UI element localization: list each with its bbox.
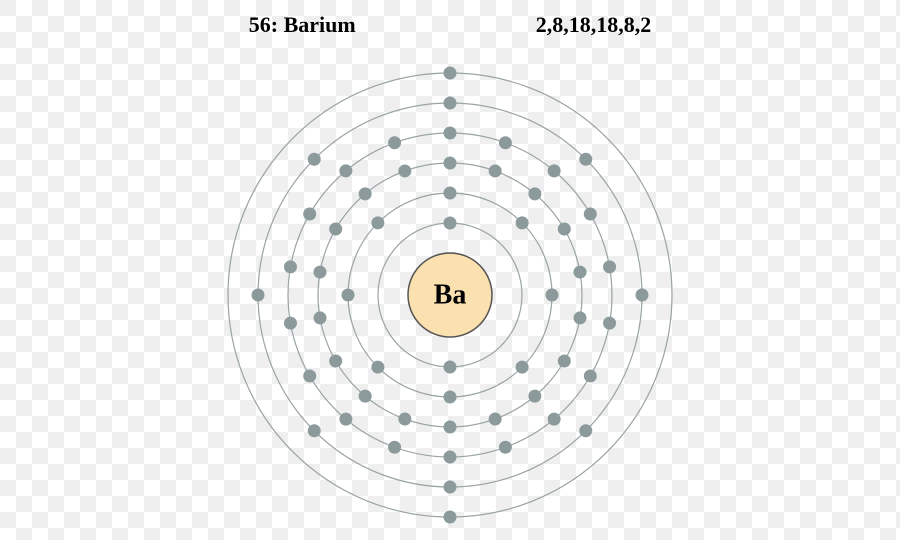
electron <box>389 441 401 453</box>
electron <box>284 317 296 329</box>
electron <box>372 361 384 373</box>
electron <box>444 421 456 433</box>
electron <box>584 208 596 220</box>
electron <box>489 413 501 425</box>
electron <box>308 425 320 437</box>
electron <box>444 97 456 109</box>
electron <box>444 391 456 403</box>
electron <box>548 165 560 177</box>
electron <box>548 413 560 425</box>
electron <box>529 390 541 402</box>
electron <box>359 390 371 402</box>
nucleus-symbol: Ba <box>434 280 467 311</box>
electron <box>444 187 456 199</box>
electron <box>546 289 558 301</box>
electron <box>330 355 342 367</box>
electron <box>499 137 511 149</box>
header: 56: Barium 2,8,18,18,8,2 <box>0 0 900 50</box>
electron <box>636 289 648 301</box>
electron <box>580 153 592 165</box>
electron <box>580 425 592 437</box>
electron <box>308 153 320 165</box>
bohr-diagram: Ba <box>0 0 900 540</box>
electron <box>604 317 616 329</box>
electron <box>372 217 384 229</box>
electron <box>314 312 326 324</box>
electron <box>444 511 456 523</box>
electron <box>330 223 342 235</box>
electron <box>342 289 354 301</box>
electron <box>558 223 570 235</box>
canvas: 56: Barium 2,8,18,18,8,2 Ba <box>0 0 900 540</box>
electron <box>489 165 501 177</box>
electron <box>399 165 411 177</box>
electron <box>304 370 316 382</box>
electron <box>444 157 456 169</box>
electron <box>529 188 541 200</box>
electron <box>584 370 596 382</box>
electron <box>252 289 264 301</box>
electron <box>444 67 456 79</box>
electron <box>389 137 401 149</box>
electron <box>340 165 352 177</box>
electron <box>574 266 586 278</box>
electron <box>359 188 371 200</box>
electron <box>604 261 616 273</box>
electron <box>558 355 570 367</box>
electron <box>499 441 511 453</box>
electron <box>574 312 586 324</box>
electron <box>314 266 326 278</box>
electron <box>399 413 411 425</box>
electron <box>304 208 316 220</box>
electron <box>516 361 528 373</box>
electron <box>340 413 352 425</box>
electron <box>516 217 528 229</box>
electron <box>444 217 456 229</box>
electron <box>444 361 456 373</box>
electron <box>444 451 456 463</box>
element-title: 56: Barium <box>249 12 356 38</box>
electron-config: 2,8,18,18,8,2 <box>536 12 652 38</box>
electron <box>444 481 456 493</box>
electron <box>284 261 296 273</box>
electron <box>444 127 456 139</box>
